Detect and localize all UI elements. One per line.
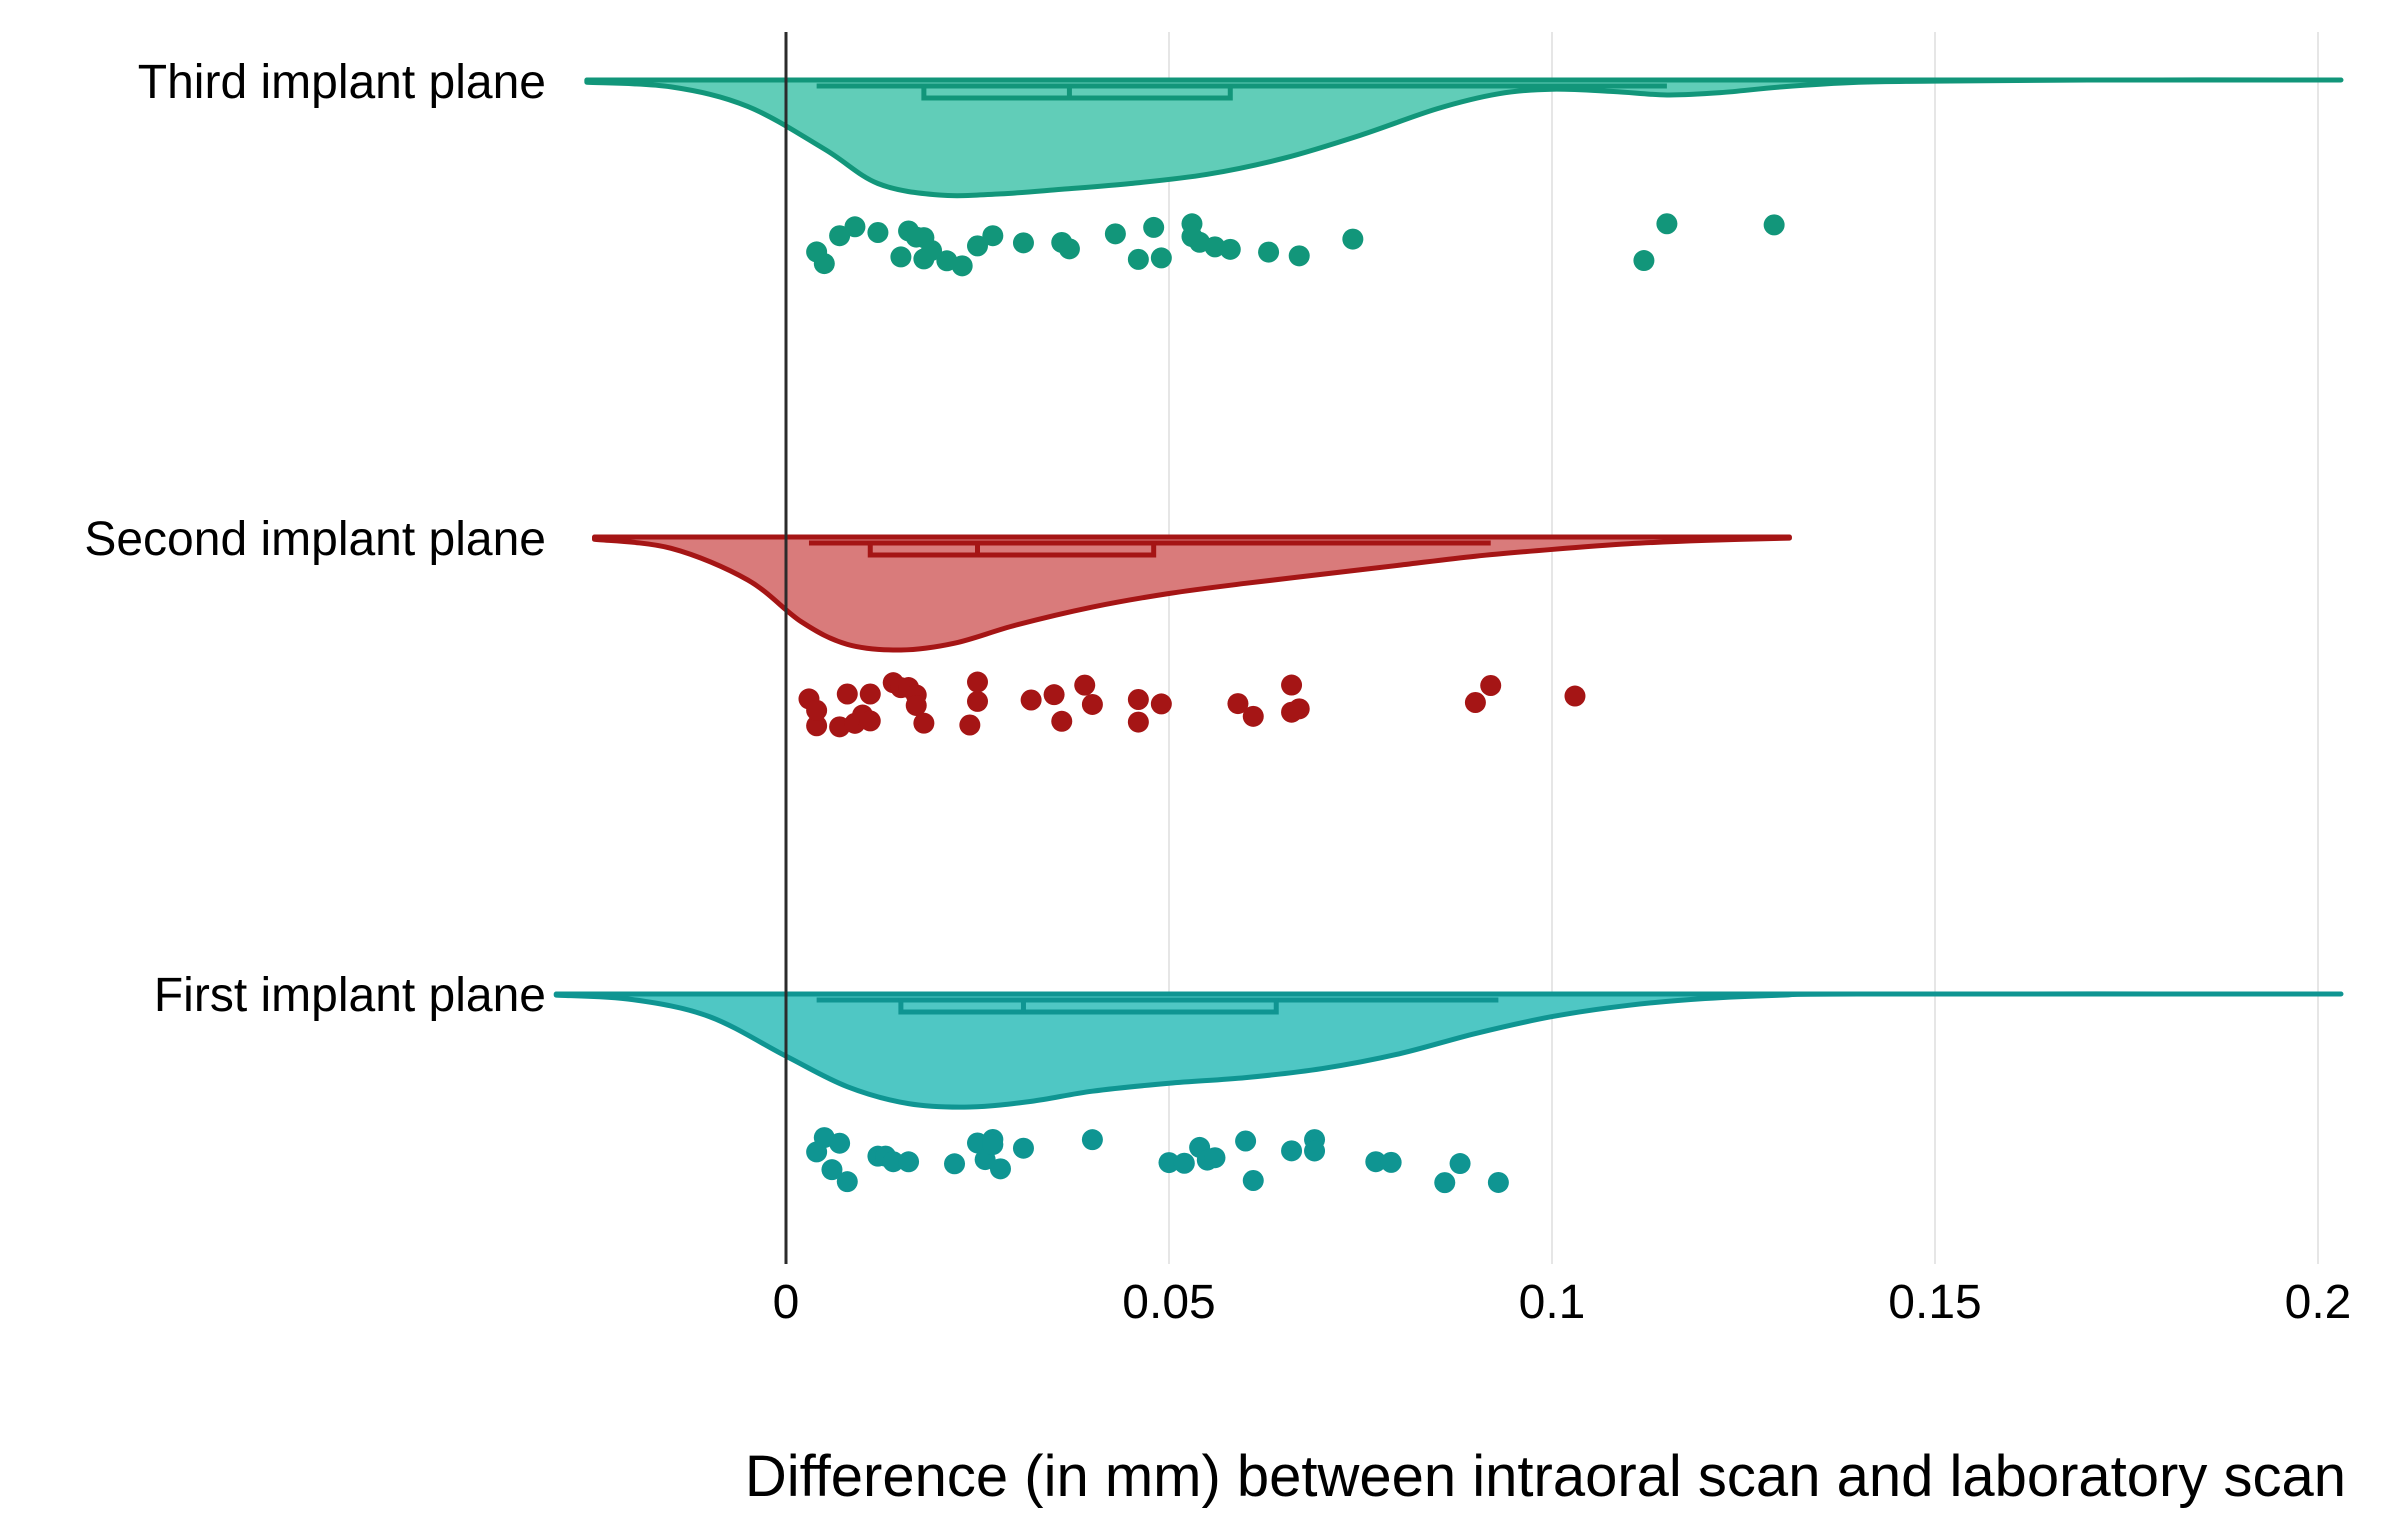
data-point-second-27: [1242, 705, 1264, 727]
data-point-third-32: [1763, 214, 1785, 236]
data-point-third-3: [844, 216, 866, 238]
data-point-second-29: [1281, 674, 1303, 696]
data-point-first-7: [882, 1151, 904, 1173]
data-point-second-1: [806, 715, 828, 737]
x-tick-label-1: 0.05: [1122, 1276, 1215, 1329]
data-point-first-13: [982, 1134, 1004, 1156]
data-point-second-13: [905, 694, 927, 716]
data-point-third-2: [829, 225, 851, 247]
data-point-second-20: [1051, 710, 1073, 732]
data-point-second-15: [959, 714, 981, 736]
data-point-third-31: [1656, 213, 1678, 235]
data-point-third-26: [1219, 238, 1241, 260]
data-point-first-3: [829, 1132, 851, 1154]
data-point-first-24: [1281, 1140, 1303, 1162]
data-point-first-2: [821, 1159, 843, 1181]
data-point-third-1: [813, 253, 835, 275]
data-point-third-27: [1258, 241, 1280, 263]
data-point-second-8: [859, 683, 881, 705]
data-point-first-28: [1380, 1151, 1402, 1173]
data-point-first-23: [1242, 1169, 1264, 1191]
data-point-second-32: [1480, 675, 1502, 697]
data-point-second-26: [1227, 693, 1249, 715]
data-point-third-10: [921, 239, 943, 261]
data-point-first-27: [1365, 1151, 1387, 1173]
iqr-box-second: [867, 540, 1157, 558]
data-point-first-29: [1434, 1172, 1456, 1194]
density-cloud-first: [553, 991, 2344, 1110]
data-point-first-8: [898, 1151, 920, 1173]
data-point-third-20: [1143, 216, 1165, 238]
data-point-third-30: [1633, 250, 1655, 272]
iqr-box-first: [898, 997, 1279, 1015]
x-tick-label-4: 0.2: [2285, 1276, 2352, 1329]
data-point-first-30: [1449, 1153, 1471, 1175]
data-point-first-4: [836, 1171, 858, 1193]
data-point-third-12: [951, 255, 973, 277]
gridlines: [1168, 32, 2319, 1264]
x-tick-label-2: 0.1: [1519, 1276, 1586, 1329]
data-point-third-21: [1150, 247, 1172, 269]
data-point-second-16: [967, 690, 988, 712]
data-point-second-31: [1464, 691, 1486, 713]
data-point-second-19: [1043, 684, 1065, 706]
density-cloud-third: [584, 77, 2344, 199]
data-point-first-15: [1012, 1137, 1034, 1159]
data-point-first-17: [1158, 1152, 1180, 1174]
boxplots: [808, 83, 1667, 1015]
density-cloud-second: [592, 534, 1792, 653]
data-point-second-24: [1127, 689, 1149, 711]
density-clouds: [553, 77, 2344, 1110]
data-point-second-7: [859, 710, 881, 732]
data-point-second-4: [836, 683, 858, 705]
data-point-second-17: [967, 671, 988, 693]
data-point-first-9: [944, 1153, 966, 1175]
data-point-second-25: [1150, 693, 1172, 715]
data-point-third-29: [1342, 228, 1364, 250]
data-point-second-21: [1074, 674, 1096, 696]
category-label-first: First implant plane: [154, 969, 546, 1022]
x-axis-ticks: 0 0.05 0.1 0.15 0.2: [773, 1276, 2352, 1329]
data-point-third-4: [867, 221, 889, 243]
data-point-third-15: [1012, 232, 1034, 254]
data-points: [798, 213, 1785, 1194]
data-point-third-13: [967, 235, 988, 257]
x-tick-label-0: 0: [773, 1276, 800, 1329]
data-point-first-31: [1487, 1171, 1509, 1193]
data-point-third-17: [1058, 238, 1080, 260]
data-point-third-19: [1127, 248, 1149, 270]
data-point-second-33: [1564, 685, 1586, 707]
data-point-second-23: [1127, 711, 1149, 733]
data-point-second-2: [806, 699, 828, 721]
data-point-first-18: [1173, 1152, 1195, 1174]
data-point-first-21: [1204, 1147, 1226, 1169]
data-point-second-22: [1081, 693, 1103, 715]
data-point-first-16: [1081, 1129, 1103, 1151]
category-label-second: Second implant plane: [84, 513, 546, 566]
category-labels: Third implant plane Second implant plane…: [84, 56, 546, 1022]
data-point-third-18: [1104, 223, 1126, 245]
data-point-first-22: [1235, 1130, 1257, 1152]
iqr-box-third: [921, 83, 1233, 101]
data-point-first-26: [1304, 1140, 1326, 1162]
data-point-third-5: [890, 246, 912, 268]
x-tick-label-3: 0.15: [1888, 1276, 1981, 1329]
x-axis-title: Difference (in mm) between intraoral sca…: [745, 1444, 2346, 1509]
data-point-third-14: [982, 225, 1004, 247]
data-point-second-14: [913, 712, 935, 734]
data-point-second-30: [1288, 698, 1310, 720]
data-point-third-28: [1288, 245, 1310, 267]
data-point-first-14: [989, 1158, 1011, 1180]
category-label-third: Third implant plane: [138, 56, 546, 109]
data-point-second-18: [1020, 689, 1042, 711]
